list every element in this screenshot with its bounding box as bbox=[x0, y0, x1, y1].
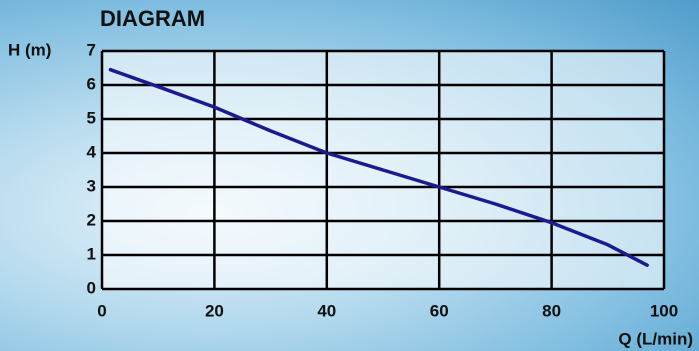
x-tick-label: 0 bbox=[97, 301, 106, 320]
y-tick-label: 5 bbox=[87, 108, 96, 127]
y-tick-label: 7 bbox=[87, 40, 96, 59]
y-tick-label: 4 bbox=[87, 142, 97, 161]
y-axis-label: H (m) bbox=[8, 40, 51, 59]
y-tick-label: 6 bbox=[87, 74, 96, 93]
x-tick-label: 100 bbox=[650, 301, 678, 320]
x-tick-label: 20 bbox=[205, 301, 224, 320]
x-tick-label: 40 bbox=[317, 301, 336, 320]
y-tick-label: 1 bbox=[87, 244, 96, 263]
y-tick-label: 0 bbox=[87, 278, 96, 297]
x-tick-label: 60 bbox=[430, 301, 449, 320]
x-tick-label: 80 bbox=[542, 301, 561, 320]
x-axis-label: Q (L/min) bbox=[618, 329, 693, 348]
line-series bbox=[108, 67, 649, 267]
y-tick-label: 2 bbox=[87, 210, 96, 229]
y-tick-label: 3 bbox=[87, 176, 96, 195]
chart-title: DIAGRAM bbox=[100, 6, 205, 31]
